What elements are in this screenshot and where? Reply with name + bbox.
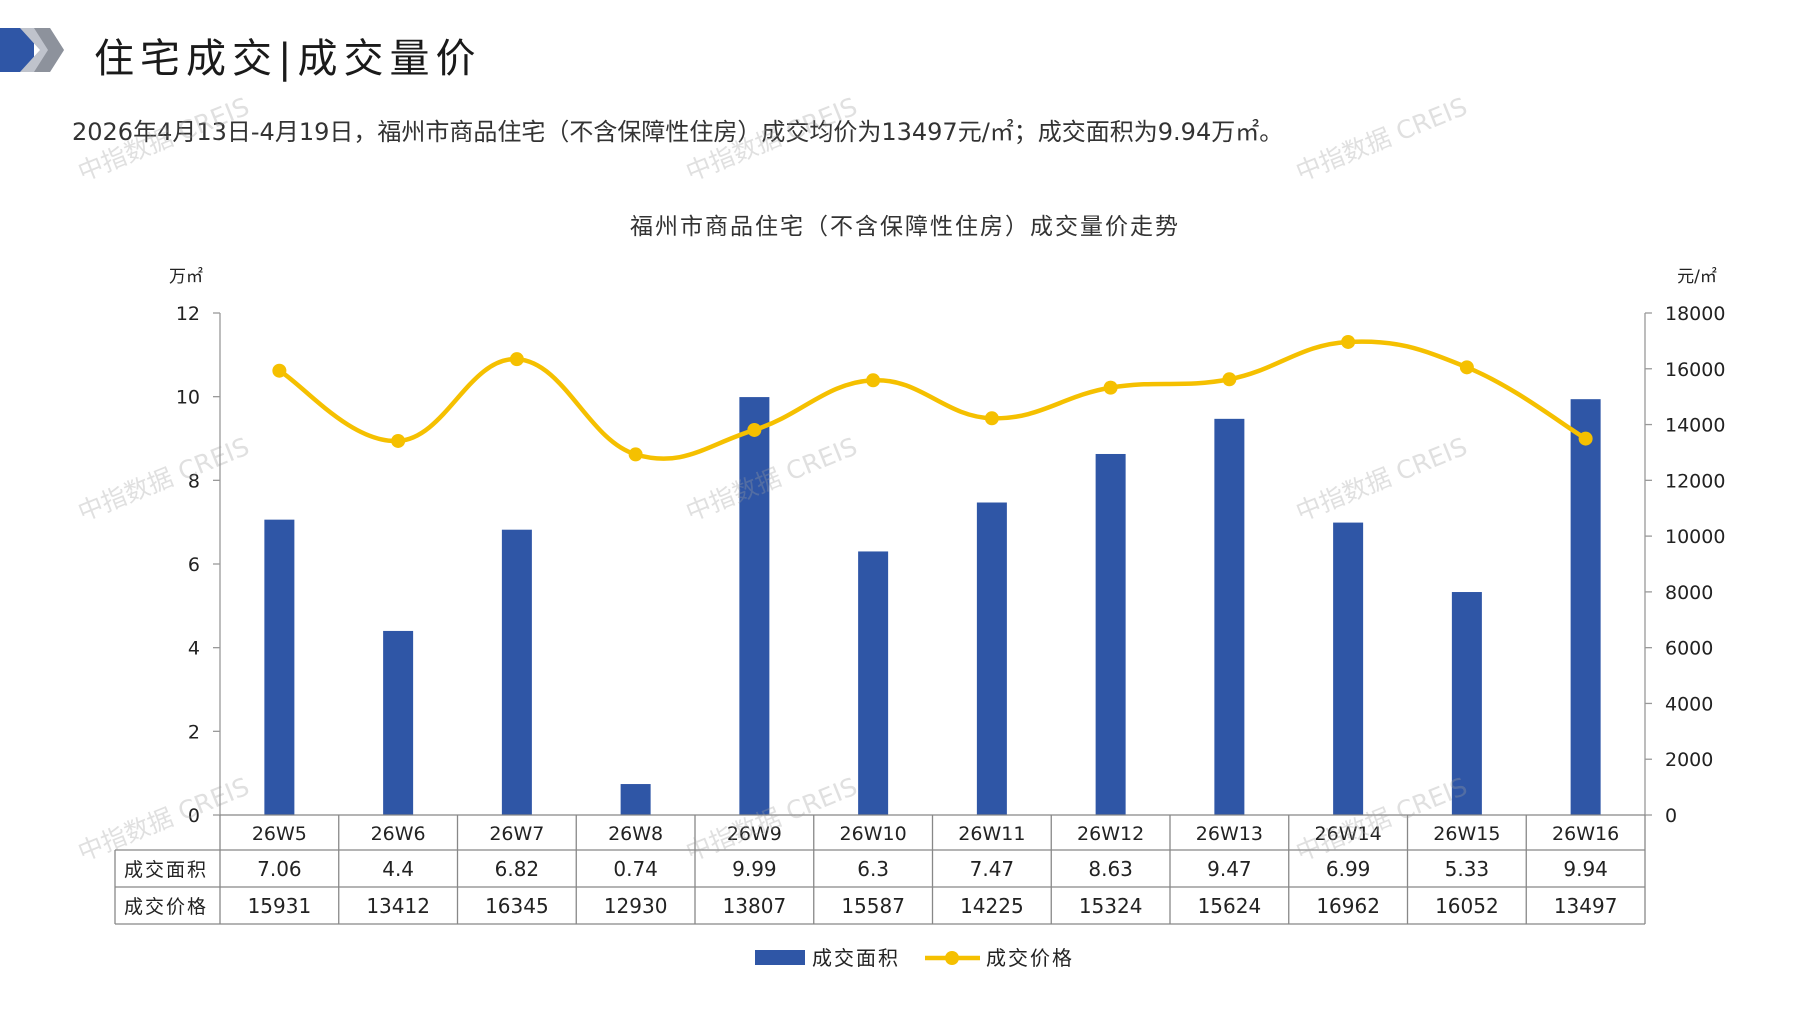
bar-成交面积-26W9 [739,397,770,815]
bar-成交面积-26W16 [1570,399,1601,815]
table-cell-bar-26W6: 4.4 [382,857,414,881]
right-axis-tick-label: 16000 [1665,359,1725,381]
table-row-header: 成交面积 [124,859,208,881]
table-cell-bar-26W7: 6.82 [495,857,540,881]
summary-text: 2026年4月13日-4月19日，福州市商品住宅（不含保障性住房）成交均价为13… [72,118,1284,146]
table-cell-bar-26W13: 9.47 [1207,857,1252,881]
table-cell-bar-26W14: 6.99 [1326,857,1371,881]
point-成交价格-26W16 [1578,431,1593,446]
right-axis-tick-label: 8000 [1665,582,1713,604]
table-cell-line-26W15: 16052 [1435,894,1499,918]
x-axis-tick-label: 26W12 [1077,823,1144,845]
table-cell-line-26W8: 12930 [604,894,668,918]
legend-label-成交面积: 成交面积 [812,946,900,970]
table-cell-line-26W9: 13807 [723,894,787,918]
table-cell-bar-26W9: 9.99 [732,857,777,881]
table-cell-bar-26W5: 7.06 [257,857,302,881]
table-cell-bar-26W15: 5.33 [1445,857,1490,881]
table-cell-bar-26W10: 6.3 [857,857,889,881]
right-axis-tick-label: 6000 [1665,638,1713,660]
table-cell-line-26W7: 16345 [485,894,549,918]
point-成交价格-26W8 [628,447,643,462]
legend-label-成交价格: 成交价格 [986,946,1074,970]
left-axis-tick-label: 8 [188,470,200,492]
left-axis-tick-label: 6 [188,554,200,576]
table-cell-line-26W16: 13497 [1554,894,1618,918]
table-cell-line-26W13: 15624 [1198,894,1262,918]
x-axis-tick-label: 26W15 [1433,823,1500,845]
right-axis-tick-label: 0 [1665,805,1677,827]
right-axis-tick-label: 2000 [1665,749,1713,771]
table-cell-bar-26W16: 9.94 [1563,857,1608,881]
left-axis-tick-label: 4 [188,638,200,660]
bar-成交面积-26W14 [1333,522,1364,815]
table-cell-bar-26W8: 0.74 [613,857,658,881]
legend-marker-成交价格 [945,951,959,965]
x-axis-tick-label: 26W7 [489,823,544,845]
point-成交价格-26W14 [1341,334,1356,349]
x-axis-tick-label: 26W9 [727,823,782,845]
bar-成交面积-26W12 [1095,453,1126,815]
point-成交价格-26W5 [272,363,287,378]
bar-成交面积-26W5 [264,519,295,815]
table-cell-line-26W12: 15324 [1079,894,1143,918]
header-decoration-icon [0,28,64,72]
bar-成交面积-26W7 [501,529,532,815]
right-axis-tick-label: 10000 [1665,526,1725,548]
x-axis-tick-label: 26W5 [252,823,307,845]
x-axis-tick-label: 26W11 [958,823,1025,845]
left-axis-unit: 万㎡ [169,267,203,287]
line-成交价格 [278,339,1587,461]
bar-成交面积-26W11 [976,502,1007,815]
point-成交价格-26W15 [1459,360,1474,375]
x-axis-tick-label: 26W16 [1552,823,1619,845]
left-axis-tick-label: 10 [176,387,200,409]
right-axis-tick-label: 12000 [1665,470,1725,492]
bar-成交面积-26W6 [383,630,414,815]
point-成交价格-26W9 [747,422,762,437]
point-成交价格-26W10 [866,373,881,388]
point-成交价格-26W7 [509,352,524,367]
legend-key-成交面积 [755,950,805,965]
x-axis-tick-label: 26W8 [608,823,663,845]
table-cell-line-26W5: 15931 [248,894,312,918]
bar-成交面积-26W15 [1451,592,1482,815]
x-axis-tick-label: 26W6 [371,823,426,845]
table-cell-line-26W10: 15587 [841,894,905,918]
right-axis-tick-label: 18000 [1665,303,1725,325]
table-cell-line-26W14: 16962 [1316,894,1380,918]
left-axis-tick-label: 2 [188,721,200,743]
table-row-header: 成交价格 [124,896,208,918]
table-cell-bar-26W11: 7.47 [970,857,1015,881]
x-axis-tick-label: 26W10 [840,823,907,845]
bar-成交面积-26W13 [1214,418,1245,815]
point-成交价格-26W11 [984,411,999,426]
left-axis-tick-label: 12 [176,303,200,325]
bar-成交面积-26W8 [620,784,651,815]
table-cell-line-26W6: 13412 [366,894,430,918]
table-cell-line-26W11: 14225 [960,894,1024,918]
x-axis-tick-label: 26W14 [1315,823,1382,845]
point-成交价格-26W13 [1222,372,1237,387]
left-axis-tick-label: 0 [188,805,200,827]
right-axis-unit: 元/㎡ [1677,267,1717,287]
table-cell-bar-26W12: 8.63 [1088,857,1133,881]
right-axis-tick-label: 4000 [1665,693,1713,715]
point-成交价格-26W6 [391,433,406,448]
point-成交价格-26W12 [1103,380,1118,395]
right-axis-tick-label: 14000 [1665,415,1725,437]
page-title: 住宅成交|成交量价 [94,36,482,82]
bar-成交面积-26W10 [858,551,889,815]
chart-title: 福州市商品住宅（不含保障性住房）成交量价走势 [630,214,1180,240]
page-header: 住宅成交|成交量价 [0,18,700,86]
x-axis-tick-label: 26W13 [1196,823,1263,845]
